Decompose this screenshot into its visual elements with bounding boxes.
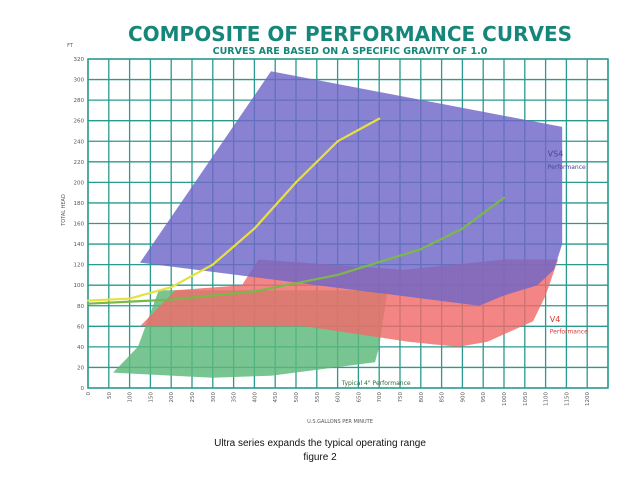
x-tick-label: 800	[419, 392, 425, 403]
y-tick-label: 300	[74, 78, 85, 84]
y-tick-label: 80	[77, 304, 84, 310]
region-2	[140, 71, 563, 306]
figure-caption: Ultra series expands the typical operati…	[214, 438, 426, 449]
y-axis-unit: FT	[67, 43, 74, 49]
y-tick-label: 180	[74, 201, 85, 207]
x-tick-label: 600	[336, 392, 342, 403]
x-tick-label: 100	[128, 392, 134, 403]
y-tick-label: 320	[74, 57, 85, 63]
typical-4-label: Typical 4" Performance	[341, 380, 411, 387]
x-tick-label: 350	[232, 392, 238, 403]
x-tick-label: 300	[211, 392, 217, 403]
axis-ticks: 0 50 100 150 200 250 300 350 400 450 500 550 600 650 7…	[74, 57, 592, 406]
y-tick-label: 160	[74, 222, 85, 228]
x-tick-label: 500	[294, 392, 300, 403]
chart-subtitle: CURVES ARE BASED ON A SPECIFIC GRAVITY O…	[213, 46, 488, 57]
x-tick-label: 1050	[523, 392, 529, 406]
figure-number: figure 2	[303, 452, 337, 463]
x-tick-label: 550	[315, 392, 321, 403]
x-tick-label: 400	[252, 392, 258, 403]
y-axis-label: TOTAL HEAD	[61, 194, 67, 227]
curve-1	[86, 196, 506, 305]
x-axis-label: U.S.GALLONS PER MINUTE	[307, 419, 373, 425]
y-tick-label: 60	[77, 324, 84, 330]
y-tick-label: 220	[74, 160, 85, 166]
y-tick-label: 280	[74, 98, 85, 104]
x-tick-label: 1100	[544, 392, 550, 406]
x-tick-label: 1000	[502, 392, 508, 406]
performance-chart: 0 50 100 150 200 250 300 350 400 450 500 550 600 650 7…	[61, 22, 609, 425]
x-tick-label: 1150	[564, 392, 570, 406]
x-tick-label: 650	[356, 392, 362, 403]
performance-curves	[86, 117, 506, 305]
v4-sublabel: Performance	[550, 329, 588, 336]
y-tick-label: 40	[77, 345, 84, 351]
vs4-sublabel: Performance	[548, 164, 586, 171]
y-tick-label: 0	[81, 386, 85, 392]
v4-label: V4	[550, 315, 561, 324]
x-tick-label: 1200	[585, 392, 591, 406]
y-tick-label: 20	[77, 365, 84, 371]
y-tick-label: 260	[74, 119, 85, 125]
x-tick-label: 750	[398, 392, 404, 403]
x-tick-label: 850	[440, 392, 446, 403]
chart-title: COMPOSITE OF PERFORMANCE CURVES	[128, 22, 572, 46]
performance-regions	[113, 71, 563, 378]
vs4-label: VS4	[548, 150, 564, 159]
y-tick-label: 120	[74, 263, 85, 269]
x-tick-label: 200	[169, 392, 175, 403]
y-tick-label: 140	[74, 242, 85, 248]
x-tick-label: 700	[377, 392, 383, 403]
x-tick-label: 250	[190, 392, 196, 403]
x-tick-label: 900	[460, 392, 466, 403]
x-tick-label: 50	[107, 392, 113, 399]
x-tick-label: 450	[273, 392, 279, 403]
y-tick-label: 240	[74, 139, 85, 145]
y-tick-label: 200	[74, 180, 85, 186]
x-tick-label: 950	[481, 392, 487, 403]
y-tick-label: 100	[74, 283, 85, 289]
region-labels: VS4 Performance V4 Performance Typical 4" Pe…	[341, 150, 588, 387]
x-tick-label: 0	[86, 392, 92, 396]
curve-0	[86, 117, 381, 302]
x-tick-label: 150	[148, 392, 154, 403]
